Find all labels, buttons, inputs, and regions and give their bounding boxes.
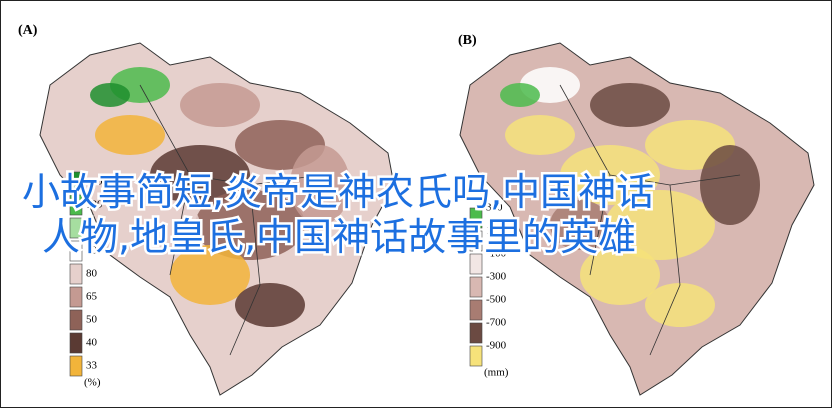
map-patch [580,245,660,305]
legend-swatch [469,299,483,321]
legend-swatch [69,309,83,331]
legend-label: 150 [86,176,103,188]
legend-swatch [469,345,483,367]
legend-label: 100 [486,225,503,237]
legend-label: -500 [486,294,507,306]
legend-label: 33 [86,360,98,372]
overlay-text: 人物,地皇氏,中国神话故事里的英雄 [42,215,636,259]
legend-swatch [69,217,83,239]
map-patch [90,83,130,107]
legend-b: 300 100 -100 -300 -500 -700 -900 (mm) [469,202,509,379]
map-b [459,42,815,396]
map-patch [195,190,305,260]
map-patch [235,283,305,327]
map-patch [140,200,200,250]
legend-swatch [469,276,483,298]
state-borders [559,84,741,356]
state-borders [139,84,321,356]
map-patch [170,245,250,305]
legend-label: 40 [86,337,98,349]
legend-swatch [69,332,83,354]
panel-label: (A) [18,23,38,38]
map-patch [95,115,165,155]
legend-swatch [69,263,83,285]
map-patch [150,145,250,205]
map-patch [605,190,715,260]
legend-swatch [469,322,483,344]
map-patch [180,83,260,127]
legend-swatch [69,286,83,308]
legend-label: 50 [86,314,98,326]
map-patch [590,83,670,127]
legend-label: -100 [486,248,507,260]
legend-label: -300 [486,271,507,283]
legend-label: -700 [486,317,507,329]
legend-swatch [469,207,483,229]
legend-swatch [69,355,83,377]
legend-label: 130 [86,199,103,211]
legend-label: 65 [86,291,98,303]
legend-label: 115 [86,222,103,234]
legend-label: 100 [86,245,103,257]
legend-a: 150 130 115 100 80 65 50 40 33 (%) [69,171,103,389]
map-patch [700,145,760,225]
legend-unit: (%) [84,377,101,389]
legend-swatch [69,194,83,216]
map-patch [645,283,715,327]
legend-label: -900 [486,340,507,352]
legend-label: 300 [486,202,503,214]
map-patch [290,145,350,225]
map-patch [500,83,540,107]
map-patch [550,200,610,250]
legend-label: 80 [86,268,98,280]
map-patch [505,115,575,155]
overlay-text: 小故事简短,炎帝是神农氏吗,中国神话 [22,170,654,214]
legend-unit: (mm) [484,367,509,379]
panel-label: (B) [458,33,477,48]
legend-swatch [469,230,483,252]
legend-swatch [69,171,83,193]
legend-swatch [469,253,483,275]
map-a [39,42,395,396]
legend-swatch [69,240,83,262]
